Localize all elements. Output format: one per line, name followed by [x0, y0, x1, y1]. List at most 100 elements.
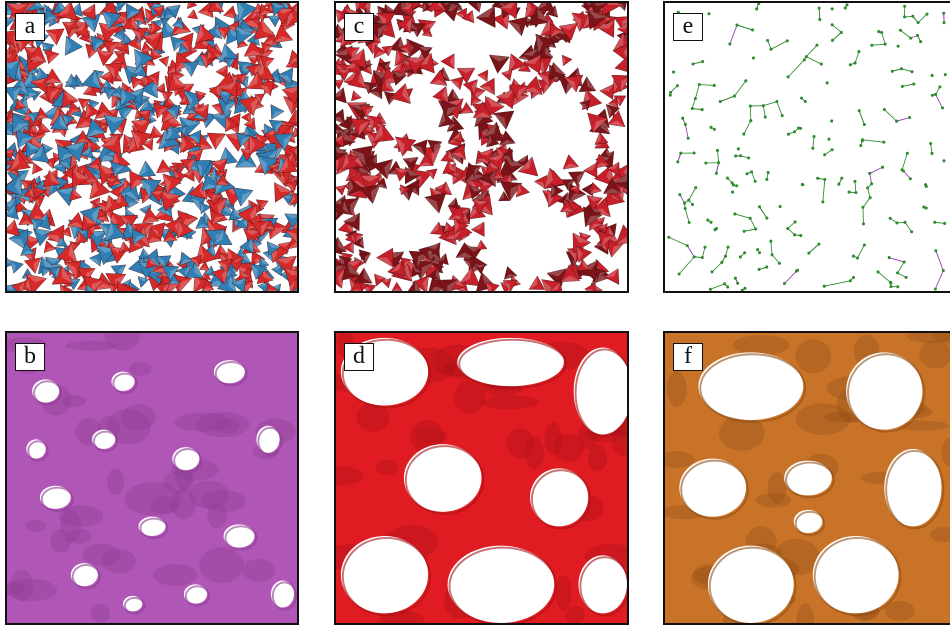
bond	[881, 32, 886, 45]
bond	[822, 179, 826, 202]
tetrahedron	[550, 23, 564, 39]
panel-a-image	[7, 3, 297, 291]
tetrahedron	[9, 151, 31, 171]
tetrahedron-face	[18, 220, 33, 225]
tetrahedron-face	[157, 209, 172, 217]
tetrahedron-face	[544, 45, 553, 58]
tetrahedron-face	[508, 53, 516, 72]
tetrahedron	[438, 111, 455, 128]
surface-shade	[416, 428, 448, 444]
tetrahedron-face	[123, 101, 137, 107]
atom	[765, 265, 769, 269]
tetrahedron	[236, 3, 257, 22]
tetrahedron	[436, 253, 449, 266]
pore-edge	[271, 581, 297, 611]
surface-shade	[375, 459, 399, 475]
tetrahedron	[485, 281, 500, 291]
tetrahedron-face	[163, 282, 170, 291]
tetrahedron	[605, 104, 621, 119]
tetrahedron-face	[271, 111, 285, 120]
tetrahedron	[23, 186, 36, 199]
tetrahedron-face	[288, 57, 297, 64]
tetrahedron-face	[349, 241, 354, 254]
atom	[678, 193, 682, 197]
surface-shade	[665, 505, 708, 520]
tetrahedron	[101, 11, 122, 30]
tetrahedron-face	[41, 256, 56, 269]
tetrahedron-face	[177, 220, 184, 239]
atom	[860, 138, 864, 142]
tetrahedron-face	[490, 168, 496, 187]
tetrahedron-face	[140, 179, 151, 198]
tetrahedron-face	[524, 54, 542, 64]
tetrahedron-face	[390, 261, 402, 273]
tetrahedron	[139, 179, 162, 199]
tetrahedron	[607, 96, 619, 108]
tetrahedron	[104, 194, 123, 213]
tetrahedron-face	[185, 102, 199, 119]
tetrahedron-face	[474, 264, 486, 268]
tetrahedron-face	[492, 175, 505, 179]
tetrahedron	[501, 69, 513, 81]
tetrahedron	[263, 123, 274, 135]
tetrahedron	[127, 87, 145, 106]
tetrahedron	[43, 240, 57, 254]
tetrahedron-face	[518, 156, 533, 172]
tetrahedron-face	[351, 288, 360, 291]
tetrahedron-face	[284, 213, 297, 219]
tetrahedron-face	[275, 255, 297, 264]
pore-edge	[448, 546, 558, 623]
tetrahedron	[102, 41, 120, 57]
atom	[905, 151, 909, 155]
pore-edge	[341, 536, 432, 617]
tetrahedron-face	[336, 9, 341, 23]
tetrahedron	[536, 3, 556, 12]
tetrahedron	[28, 45, 47, 63]
atom	[868, 196, 872, 200]
tetrahedron	[85, 102, 101, 120]
tetrahedron	[221, 79, 238, 98]
tetrahedron-face	[239, 270, 251, 277]
tetrahedron-face	[496, 88, 515, 99]
atom	[900, 84, 904, 88]
tetrahedron	[37, 121, 51, 135]
tetrahedron-face	[607, 162, 619, 169]
tetrahedron	[375, 177, 388, 189]
tetrahedron-face	[374, 51, 387, 59]
tetrahedron-face	[598, 19, 615, 29]
tetrahedron-face	[105, 177, 118, 182]
tetrahedron	[561, 54, 573, 67]
atom	[888, 216, 892, 220]
tetrahedron	[576, 245, 593, 263]
tetrahedron	[42, 86, 61, 103]
surface-shade	[553, 433, 584, 462]
surface-shade	[59, 509, 81, 544]
tetrahedron	[600, 147, 612, 158]
atom	[883, 42, 887, 46]
atom	[868, 171, 872, 175]
tetrahedron-face	[257, 214, 275, 220]
atom	[903, 4, 907, 8]
atom	[743, 251, 747, 255]
bond	[725, 247, 729, 257]
tetrahedron-face	[498, 191, 504, 201]
tetrahedron-face	[422, 3, 427, 12]
surface-shade	[688, 486, 715, 511]
tetrahedron	[235, 73, 248, 85]
tetrahedron-face	[26, 140, 42, 150]
tetrahedron	[270, 104, 285, 120]
tetrahedron-face	[74, 231, 81, 244]
tetrahedron	[502, 280, 518, 291]
tetrahedron	[116, 3, 127, 11]
tetrahedron-face	[263, 40, 279, 46]
surface-shade	[359, 535, 411, 572]
atom	[908, 177, 912, 181]
tetrahedron-face	[108, 283, 114, 291]
tetrahedron-face	[99, 79, 108, 93]
tetrahedron-face	[86, 129, 106, 138]
surface-shade	[173, 412, 231, 432]
tetrahedron	[215, 173, 229, 186]
surface-shade	[255, 418, 296, 445]
tetrahedron	[116, 281, 135, 291]
atom	[801, 183, 805, 187]
